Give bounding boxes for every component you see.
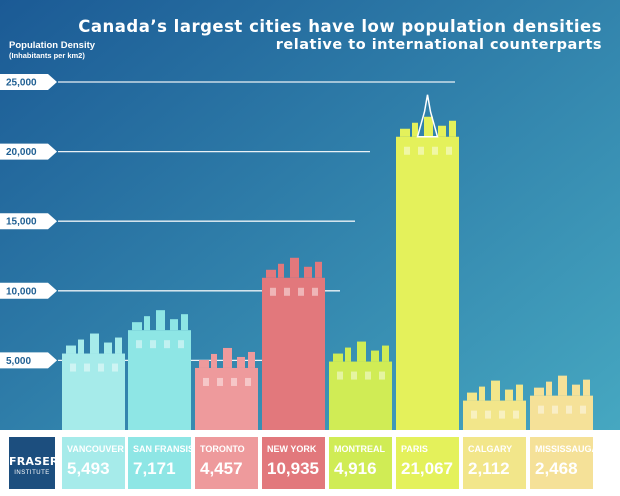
value-label: 4,457 <box>200 459 243 478</box>
category-label: SAN FRANSISCO <box>133 444 208 454</box>
y-tick-tag <box>0 74 57 90</box>
value-label: 7,171 <box>133 459 176 478</box>
label-box <box>62 437 125 489</box>
bar-paris <box>396 136 459 430</box>
bar-san-fransisco <box>128 330 191 430</box>
logo-name: FRASER <box>9 455 59 468</box>
y-axis-unit: (Inhabitants per km2) <box>9 51 85 60</box>
skyline-decoration <box>534 375 590 414</box>
chart-title-line-1: Canada’s largest cities have low populat… <box>78 17 602 36</box>
category-label: VANCOUVER <box>67 444 124 454</box>
category-label: TORONTO <box>200 444 245 454</box>
y-tick-tag <box>0 213 57 230</box>
skyline-decoration <box>333 341 389 380</box>
skyline-decoration <box>66 333 122 372</box>
bar-new-york <box>262 277 325 430</box>
category-label: CALGARY <box>468 444 512 454</box>
value-label: 10,935 <box>267 459 319 478</box>
value-label: 21,067 <box>401 459 453 478</box>
y-tick-tag <box>0 282 57 299</box>
eiffel-tower-icon <box>416 94 439 138</box>
skyline-decoration <box>199 347 255 386</box>
skyline-decoration <box>400 116 456 155</box>
value-label: 4,916 <box>334 459 377 478</box>
category-label: NEW YORK <box>267 444 317 454</box>
y-tick-tag <box>0 352 57 369</box>
label-box <box>128 437 191 489</box>
skyline-decoration <box>467 380 523 419</box>
category-label: MISSISSAUGA <box>535 444 599 454</box>
label-box <box>530 437 593 489</box>
label-box <box>195 437 258 489</box>
value-label: 2,468 <box>535 459 578 478</box>
bar-montreal <box>329 361 392 430</box>
bar-vancouver <box>62 353 125 430</box>
value-label: 2,112 <box>468 459 510 478</box>
bar-toronto <box>195 367 258 430</box>
label-box <box>396 437 459 489</box>
y-tick-label: 10,000 <box>6 286 37 297</box>
y-tick-label: 25,000 <box>6 78 37 89</box>
category-label: MONTREAL <box>334 444 385 454</box>
y-axis-label: Population Density <box>9 40 96 51</box>
logo-subtitle: INSTITUTE <box>14 470 50 476</box>
y-tick-label: 5,000 <box>6 356 31 367</box>
label-box <box>262 437 325 489</box>
bar-mississauga <box>530 395 593 430</box>
y-tick-label: 15,000 <box>6 217 37 228</box>
bar-calgary <box>463 400 526 430</box>
fraser-institute-logo: FRASER INSTITUTE <box>9 437 59 489</box>
y-tick-tag <box>0 143 57 160</box>
category-label: PARIS <box>401 444 428 454</box>
label-box <box>463 437 526 489</box>
chart-title-line-2: relative to international counterparts <box>275 37 602 53</box>
y-tick-label: 20,000 <box>6 147 37 158</box>
value-label: 5,493 <box>67 459 110 478</box>
skyline-decoration <box>132 310 188 349</box>
label-box <box>329 437 392 489</box>
skyline-decoration <box>266 257 322 296</box>
